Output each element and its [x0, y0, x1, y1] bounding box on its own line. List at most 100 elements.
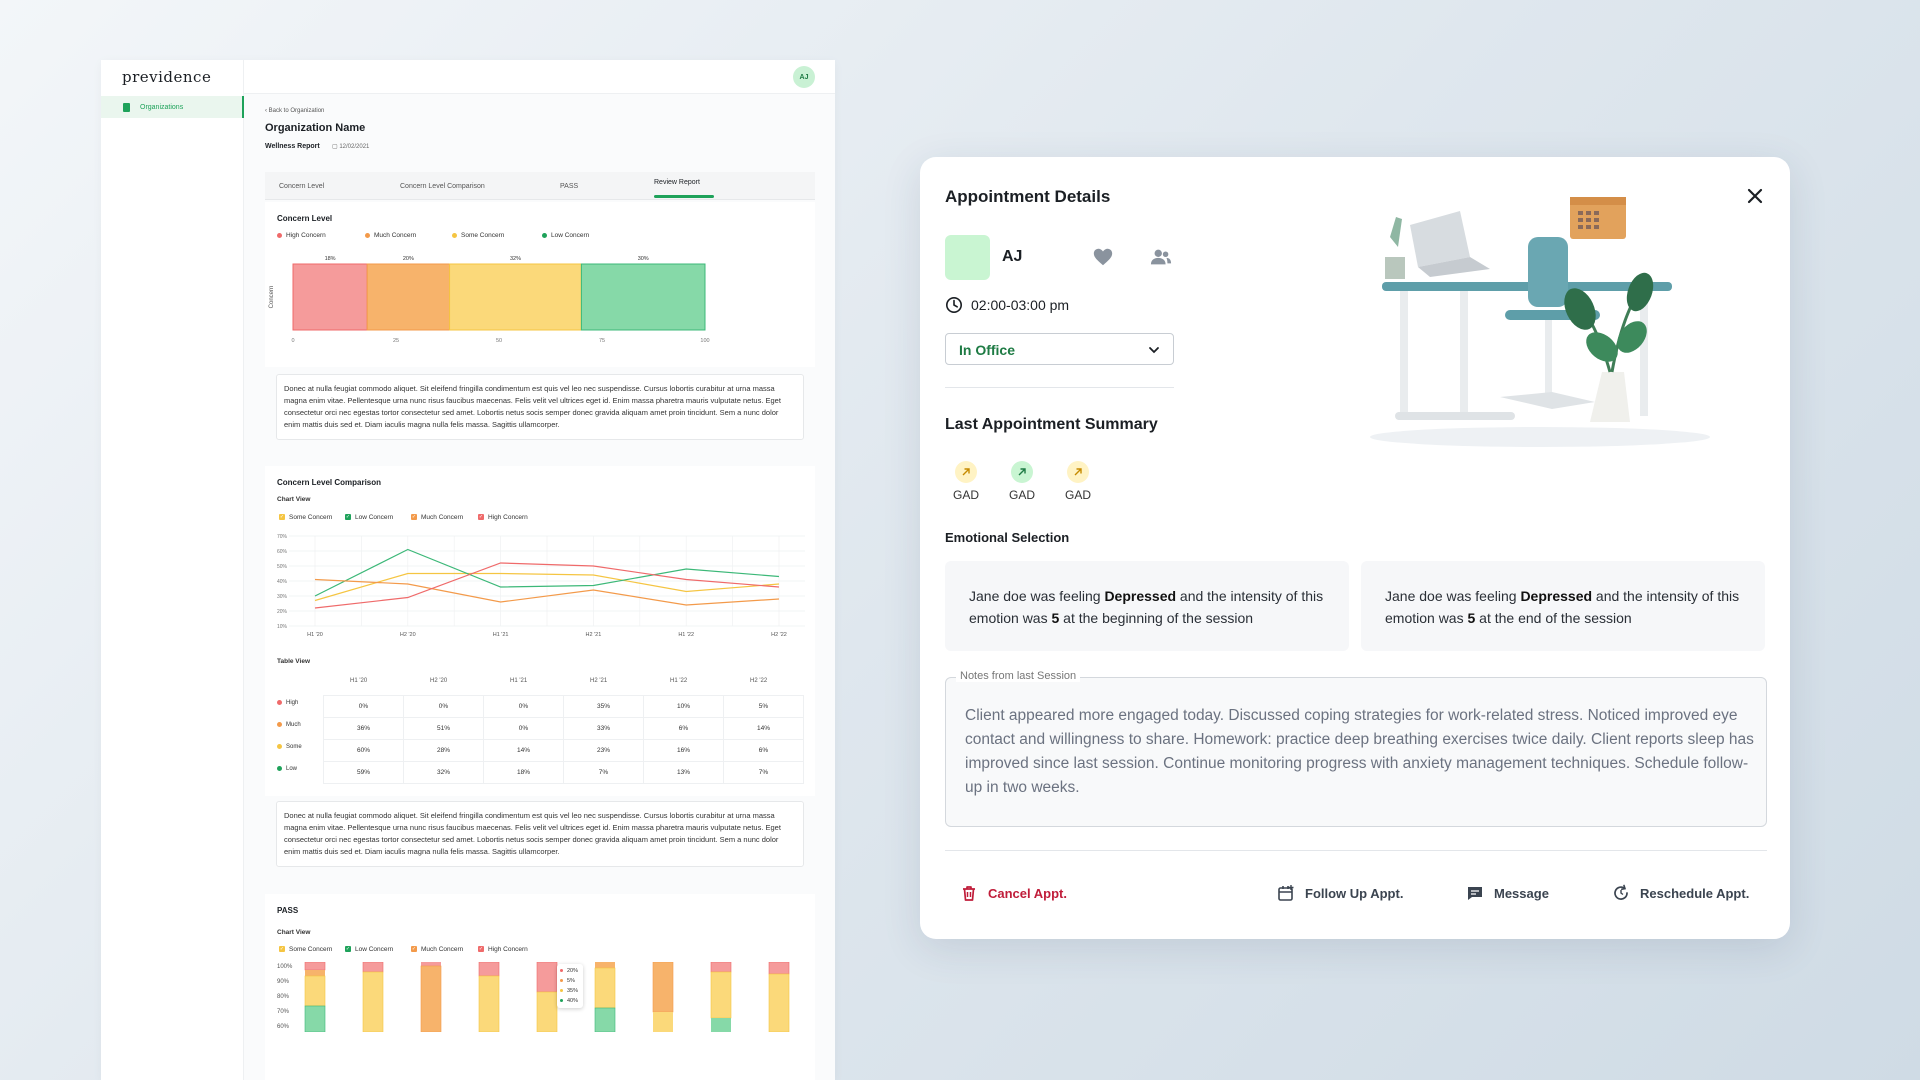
y-tick-label: 70% — [277, 534, 288, 540]
divider — [945, 850, 1767, 851]
y-tick-label: 10% — [277, 624, 288, 630]
pass-y-ticks: 100% 90% 80% 70% 60% — [277, 964, 293, 1030]
reschedule-appointment-button[interactable]: Reschedule Appt. — [1612, 883, 1749, 903]
follow-up-appointment-button[interactable]: Follow Up Appt. — [1277, 883, 1403, 903]
chat-icon — [1468, 887, 1482, 900]
calendar-add-icon — [1278, 885, 1294, 901]
table-cell: 7% — [563, 761, 644, 784]
table-view-label: Table View — [277, 658, 310, 665]
y-tick-label: 60% — [277, 549, 288, 555]
people-icon[interactable] — [1150, 246, 1172, 268]
table-cell: 28% — [403, 739, 484, 762]
summary-paragraph: Donec at nulla feugiat commodo aliquet. … — [276, 801, 804, 867]
appointment-time: 02:00-03:00 pm — [971, 297, 1070, 313]
section-title: PASS — [277, 906, 299, 915]
modal-title: Appointment Details — [945, 187, 1111, 206]
trend-up-icon — [1067, 461, 1089, 483]
location-select-value: In Office — [959, 342, 1016, 358]
active-tab-indicator — [654, 195, 714, 198]
gad-score: GAD — [946, 461, 986, 502]
report-tabs: Concern Level Concern Level Comparison P… — [265, 172, 815, 200]
comparison-table: 0% 0% 0% 35% 10% 5% 36% 51% 0% 33% 6% 14% 60% 28% 14% 2… — [323, 695, 804, 784]
pass-bar — [362, 962, 384, 1032]
y-tick-label: 30% — [277, 594, 288, 600]
table-cell: 0% — [403, 695, 484, 718]
sidebar-item-label: Organizations — [140, 103, 184, 111]
heart-icon[interactable] — [1092, 246, 1114, 268]
avatar — [945, 235, 990, 280]
cancel-appointment-button[interactable]: Cancel Appt. — [960, 883, 1067, 903]
table-row: 0% 0% 0% 35% 10% 5% — [323, 695, 804, 718]
table-cell: 36% — [323, 717, 404, 740]
x-tick-label: 25 — [393, 338, 399, 344]
pass-bar — [536, 962, 558, 1032]
tab-review-report[interactable]: Review Report — [654, 179, 700, 186]
x-tick-label: H2 '22 — [771, 632, 787, 638]
sidebar: previdence Organizations — [101, 60, 244, 1080]
x-tick-label: 0 — [291, 338, 294, 344]
legend-some: Some Concern — [452, 232, 504, 239]
legend-low: Low Concern — [542, 232, 589, 239]
reschedule-icon — [1614, 884, 1628, 900]
tab-pass[interactable]: PASS — [560, 183, 579, 190]
x-tick-label: 100 — [700, 338, 709, 344]
back-link[interactable]: ‹ Back to Organization — [265, 108, 325, 114]
gad-score: GAD — [1058, 461, 1098, 502]
x-tick-label: H2 '20 — [400, 632, 416, 638]
data-label: 32% — [510, 256, 521, 262]
table-row: 36% 51% 0% 33% 6% 14% — [323, 717, 804, 740]
location-select[interactable]: In Office — [945, 333, 1174, 365]
pass-bar — [710, 962, 732, 1032]
tab-concern-level[interactable]: Concern Level — [279, 183, 325, 190]
bar-segment — [580, 263, 706, 331]
trend-up-icon — [1011, 461, 1033, 483]
section-title: Concern Level Comparison — [277, 478, 382, 487]
summary-paragraph-card: Donec at nulla feugiat commodo aliquet. … — [265, 372, 815, 464]
bar-segment — [366, 263, 451, 331]
table-cell: 33% — [563, 717, 644, 740]
legend-high: ✓ High Concern — [478, 514, 528, 521]
section-title: Concern Level — [277, 214, 333, 223]
notes-text: Client appeared more engaged today. Disc… — [965, 707, 1754, 796]
report-title: Wellness Report — [265, 143, 320, 150]
chevron-down-icon — [1149, 347, 1159, 354]
y-axis-label: Concern — [269, 286, 275, 309]
divider — [945, 387, 1174, 388]
legend-some: ✓ Some Concern — [279, 946, 333, 953]
legend-low: ✓ Low Concern — [345, 514, 394, 521]
table-cell: 14% — [483, 739, 564, 762]
concern-level-chart: Concern 18% 20% 32% 30% 0 25 50 75 100 — [269, 256, 710, 344]
message-button[interactable]: Message — [1466, 883, 1549, 903]
tab-concern-level-comparison[interactable]: Concern Level Comparison — [400, 183, 485, 190]
trend-up-icon — [955, 461, 977, 483]
series-line — [314, 572, 780, 602]
trash-icon — [963, 886, 975, 901]
table-cell: 59% — [323, 761, 404, 784]
pass-bar — [420, 962, 442, 1032]
legend-low: ✓ Low Concern — [345, 946, 394, 953]
calendar-icon: ▢ — [332, 144, 338, 150]
section-title: Last Appointment Summary — [945, 416, 1158, 433]
data-label: 18% — [325, 256, 336, 262]
bar-segment — [449, 263, 582, 331]
legend-high: High Concern — [277, 232, 326, 239]
pass-bar — [768, 962, 790, 1032]
session-notes-field[interactable]: Notes from last Session Client appeared … — [945, 670, 1767, 827]
top-bar: AJ — [244, 60, 835, 94]
gad-label: GAD — [952, 488, 979, 502]
y-tick-label: 40% — [277, 579, 288, 585]
sidebar-item-organizations[interactable]: Organizations — [101, 96, 244, 118]
table-cell: 60% — [323, 739, 404, 762]
table-cell: 7% — [723, 761, 804, 784]
table-row: 60% 28% 14% 23% 16% 6% — [323, 739, 804, 762]
user-avatar[interactable]: AJ — [793, 66, 815, 88]
table-row: 59% 32% 18% 7% 13% 7% — [323, 761, 804, 784]
notes-label: Notes from last Session — [956, 670, 1081, 682]
close-icon[interactable] — [1744, 185, 1766, 207]
legend-some: ✓ Some Concern — [279, 514, 333, 521]
table-cell: 14% — [723, 717, 804, 740]
series-line — [314, 578, 780, 606]
table-cell: 23% — [563, 739, 644, 762]
emotion-card-start: Jane doe was feeling Depressed and the i… — [945, 561, 1349, 651]
appointment-details-modal: Appointment Details AJ — [920, 157, 1790, 939]
